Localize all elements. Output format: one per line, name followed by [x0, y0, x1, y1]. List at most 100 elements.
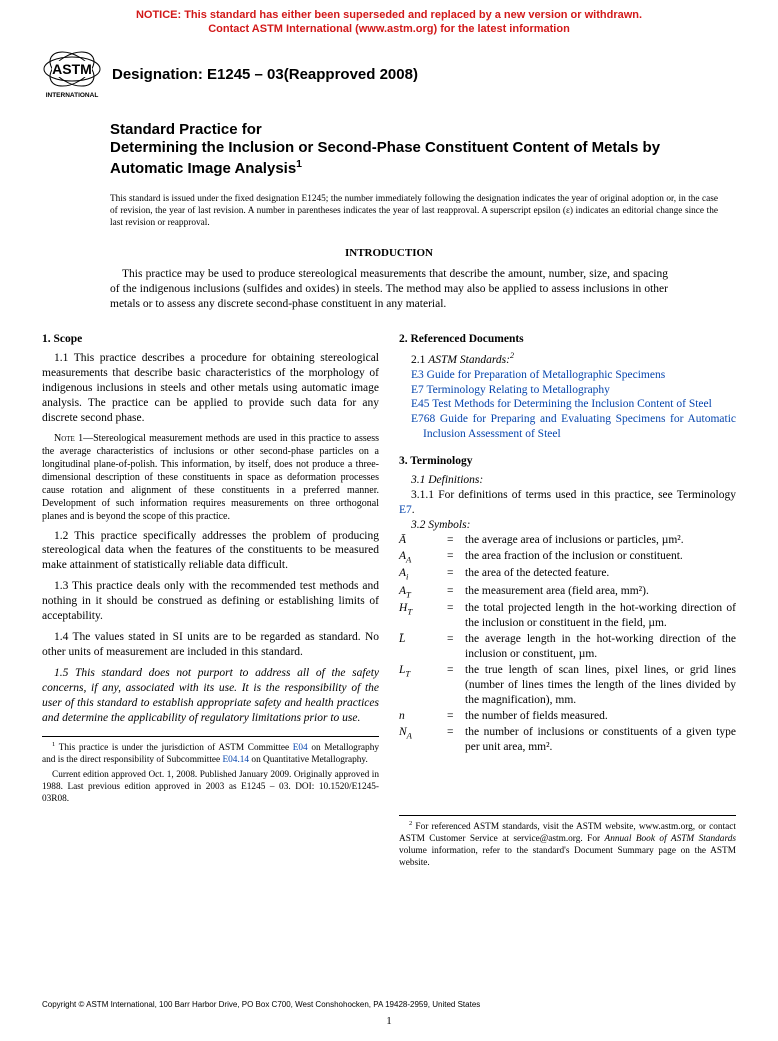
designation: Designation: E1245 – 03(Reapproved 2008) [112, 62, 418, 83]
ref-e45[interactable]: E45 Test Methods for Determining the Inc… [411, 397, 736, 412]
symbol-def: the number of fields measured. [465, 709, 736, 724]
symbol-row: n = the number of fields measured. [399, 709, 736, 724]
symbol-equals: = [447, 533, 461, 548]
para-1-5: 1.5 This standard does not purport to ad… [42, 666, 379, 726]
para-3-2: 3.2 Symbols: [399, 518, 736, 533]
symbol-equals: = [447, 566, 461, 583]
symbol-def: the total projected length in the hot-wo… [465, 601, 736, 631]
ref-text: Test Methods for Determining the Inclusi… [430, 398, 712, 410]
symbol-equals: = [447, 549, 461, 566]
notice-line1: NOTICE: This standard has either been su… [136, 9, 642, 21]
ref-code: E3 [411, 369, 424, 381]
symbol-def: the area fraction of the inclusion or co… [465, 549, 736, 566]
symbols-table: Ā = the average area of inclusions or par… [399, 533, 736, 755]
title-block: Standard Practice for Determining the In… [0, 99, 778, 179]
copyright: Copyright © ASTM International, 100 Barr… [42, 1000, 480, 1009]
terminology-heading: 3. Terminology [399, 454, 736, 469]
page-number: 1 [0, 1015, 778, 1027]
symbol-equals: = [447, 632, 461, 662]
footnotes-right: 2 For referenced ASTM standards, visit t… [399, 815, 736, 869]
left-column: 1. Scope 1.1 This practice describes a p… [42, 332, 379, 872]
footnote-1: 1 This practice is under the jurisdictio… [42, 741, 379, 766]
symbol-def: the area of the detected feature. [465, 566, 736, 583]
intro-body: This practice may be used to produce ste… [0, 267, 778, 312]
title-sup: 1 [296, 158, 302, 170]
symbol-equals: = [447, 709, 461, 724]
p311-a: 3.1.1 For definitions of terms used in t… [411, 489, 736, 501]
refdocs-heading: 2. Referenced Documents [399, 332, 736, 347]
symbol-name: L̄ [399, 632, 443, 662]
ref-code: E768 [411, 413, 435, 425]
ref-code: E45 [411, 398, 430, 410]
fn2-i: Annual Book of ASTM Standards [605, 834, 736, 844]
symbol-equals: = [447, 584, 461, 601]
para-1-4: 1.4 The values stated in SI units are to… [42, 630, 379, 660]
symbol-name: NA [399, 725, 443, 755]
notice-line2: Contact ASTM International (www.astm.org… [208, 23, 570, 35]
fn1-link2[interactable]: E04.14 [222, 755, 249, 765]
note-label: Note 1— [54, 433, 93, 444]
symbol-name: HT [399, 601, 443, 631]
ref-e7[interactable]: E7 Terminology Relating to Metallography [411, 383, 736, 398]
symbol-row: NA=the number of inclusions or constitue… [399, 725, 736, 755]
para-1-1: 1.1 This practice describes a procedure … [42, 351, 379, 426]
svg-text:INTERNATIONAL: INTERNATIONAL [46, 92, 99, 99]
symbol-name: AT [399, 584, 443, 601]
symbol-row: AA=the area fraction of the inclusion or… [399, 549, 736, 566]
svg-text:ASTM: ASTM [52, 61, 92, 77]
ref-e3[interactable]: E3 Guide for Preparation of Metallograph… [411, 368, 736, 383]
symbol-row: AT=the measurement area (field area, mm²… [399, 584, 736, 601]
symbol-def: the average area of inclusions or partic… [465, 533, 736, 548]
footnotes-left: 1 This practice is under the jurisdictio… [42, 736, 379, 805]
footnote-2: 2 For referenced ASTM standards, visit t… [399, 820, 736, 869]
fn1-a: This practice is under the jurisdiction … [55, 743, 292, 753]
fn1-c: on Quantitative Metallography. [249, 755, 368, 765]
symbol-name: LT [399, 663, 443, 708]
symbol-row: HT=the total projected length in the hot… [399, 601, 736, 631]
symbol-name: n [399, 709, 443, 724]
symbol-name: AA [399, 549, 443, 566]
title-main: Determining the Inclusion or Second-Phas… [110, 139, 718, 179]
para-3-1-1: 3.1.1 For definitions of terms used in t… [399, 488, 736, 518]
intro-heading: INTRODUCTION [0, 229, 778, 267]
fn2-b: volume information, refer to the standar… [399, 846, 736, 868]
symbol-name: Ai [399, 566, 443, 583]
issuance-note: This standard is issued under the fixed … [0, 179, 778, 229]
symbol-equals: = [447, 601, 461, 631]
ref-e768[interactable]: E768 Guide for Preparing and Evaluating … [411, 412, 736, 442]
symbol-def: the number of inclusions or constituents… [465, 725, 736, 755]
symbol-row: LT=the true length of scan lines, pixel … [399, 663, 736, 708]
ref-text: Guide for Preparation of Metallographic … [424, 369, 665, 381]
p311-link[interactable]: E7 [399, 504, 412, 516]
ref-sup: 2 [510, 351, 514, 360]
symbol-def: the average length in the hot-working di… [465, 632, 736, 662]
p311-b: . [412, 504, 415, 516]
symbol-row: Ai=the area of the detected feature. [399, 566, 736, 583]
symbol-name: Ā [399, 533, 443, 548]
note-text: Stereological measurement methods are us… [42, 433, 379, 522]
note-1: Note 1—Stereological measurement methods… [42, 432, 379, 523]
symbol-equals: = [447, 663, 461, 708]
two-columns: 1. Scope 1.1 This practice describes a p… [0, 312, 778, 872]
ref-sub: 2.1 ASTM Standards:2 [399, 351, 736, 368]
scope-heading: 1. Scope [42, 332, 379, 347]
title-prefix: Standard Practice for [110, 121, 718, 140]
ref-text: Guide for Preparing and Evaluating Speci… [423, 413, 736, 440]
ref-code: E7 [411, 384, 424, 396]
astm-logo: ASTM INTERNATIONAL [42, 47, 102, 99]
ref-text: Terminology Relating to Metallography [424, 384, 610, 396]
symbol-row: L̄=the average length in the hot-working… [399, 632, 736, 662]
para-1-2: 1.2 This practice specifically addresses… [42, 529, 379, 574]
symbol-row: Ā = the average area of inclusions or par… [399, 533, 736, 548]
right-column: 2. Referenced Documents 2.1 ASTM Standar… [399, 332, 736, 872]
header: ASTM INTERNATIONAL Designation: E1245 – … [0, 41, 778, 99]
footnote-1b: Current edition approved Oct. 1, 2008. P… [42, 769, 379, 805]
para-1-3: 1.3 This practice deals only with the re… [42, 579, 379, 624]
fn1-link1[interactable]: E04 [293, 743, 308, 753]
symbol-equals: = [447, 725, 461, 755]
symbol-def: the true length of scan lines, pixel lin… [465, 663, 736, 708]
symbol-def: the measurement area (field area, mm²). [465, 584, 736, 601]
title-text: Determining the Inclusion or Second-Phas… [110, 139, 660, 177]
para-3-1: 3.1 Definitions: [399, 473, 736, 488]
notice-banner: NOTICE: This standard has either been su… [0, 0, 778, 41]
